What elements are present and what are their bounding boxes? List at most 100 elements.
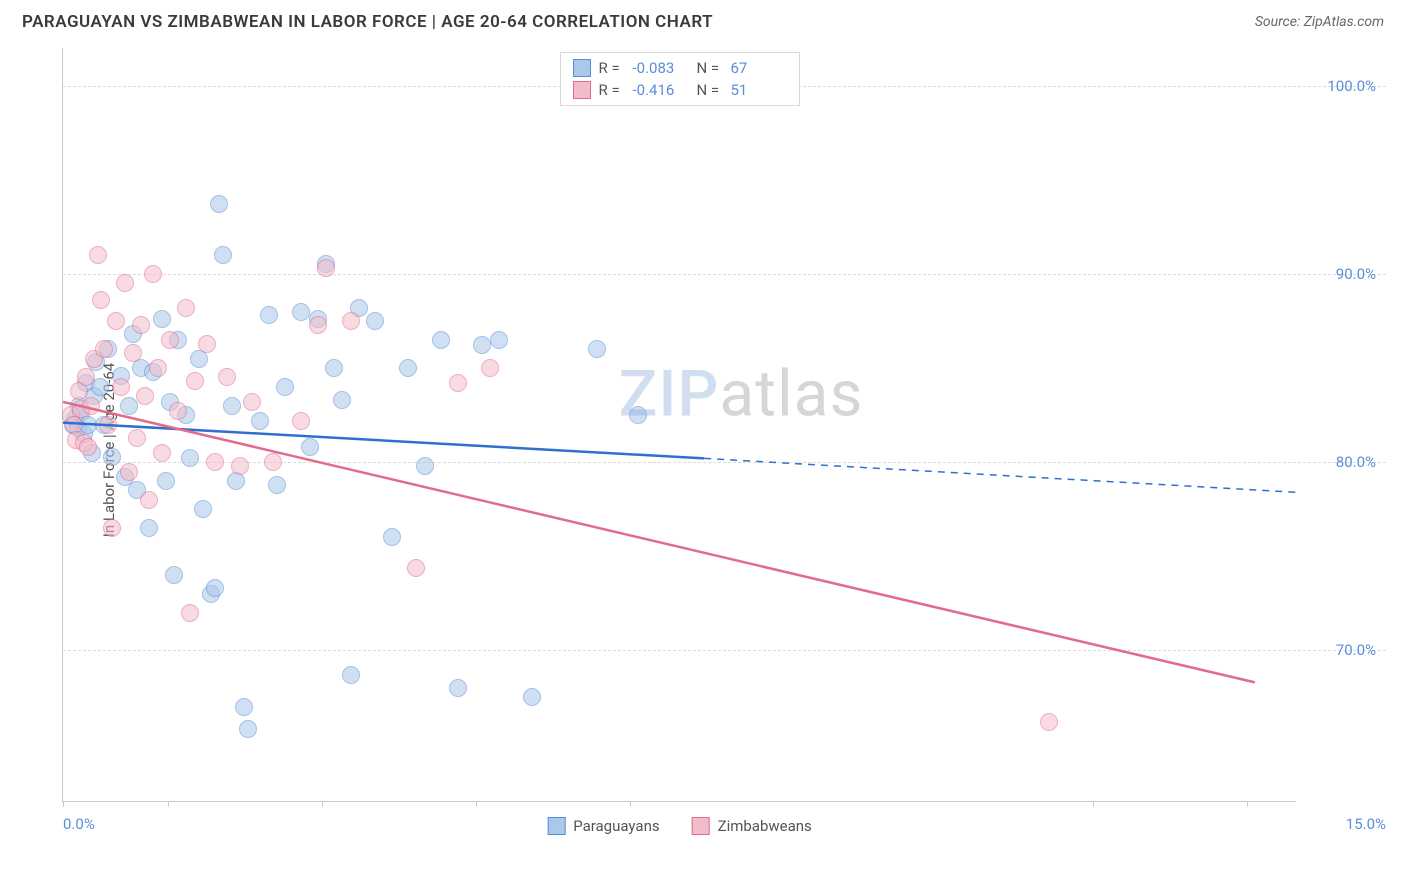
data-point-zimbabweans	[231, 457, 249, 475]
n-value-paraguayans: 67	[731, 59, 787, 77]
data-point-zimbabweans	[218, 368, 236, 386]
data-point-zimbabweans	[206, 453, 224, 471]
x-tick	[630, 801, 631, 807]
data-point-paraguayans	[301, 438, 319, 456]
data-point-zimbabweans	[264, 453, 282, 471]
data-point-zimbabweans	[153, 444, 171, 462]
data-point-zimbabweans	[116, 274, 134, 292]
data-point-zimbabweans	[89, 246, 107, 264]
data-point-paraguayans	[432, 331, 450, 349]
gridline-h	[63, 650, 1386, 651]
data-point-paraguayans	[103, 448, 121, 466]
x-tick	[476, 801, 477, 807]
data-point-zimbabweans	[481, 359, 499, 377]
data-point-paraguayans	[194, 500, 212, 518]
watermark: ZIPatlas	[619, 357, 864, 432]
x-tick	[1093, 801, 1094, 807]
legend-row-paraguayans: R = -0.083 N = 67	[561, 57, 799, 79]
gridline-h	[63, 274, 1386, 275]
x-axis-min-label: 0.0%	[63, 815, 95, 833]
data-point-paraguayans	[260, 306, 278, 324]
data-point-zimbabweans	[77, 368, 95, 386]
data-point-paraguayans	[276, 378, 294, 396]
data-point-paraguayans	[399, 359, 417, 377]
swatch-zimbabweans-bottom	[692, 817, 710, 835]
swatch-paraguayans-bottom	[547, 817, 565, 835]
legend-label-paraguayans: Paraguayans	[573, 817, 659, 835]
data-point-paraguayans	[416, 457, 434, 475]
data-point-zimbabweans	[449, 374, 467, 392]
data-point-zimbabweans	[124, 344, 142, 362]
data-point-paraguayans	[214, 246, 232, 264]
y-tick-label: 100.0%	[1327, 77, 1376, 95]
data-point-zimbabweans	[99, 416, 117, 434]
data-point-paraguayans	[120, 397, 138, 415]
data-point-zimbabweans	[140, 491, 158, 509]
swatch-paraguayans	[573, 59, 591, 77]
data-point-paraguayans	[383, 528, 401, 546]
legend-label-zimbabweans: Zimbabweans	[718, 817, 812, 835]
n-label: N =	[697, 59, 723, 77]
data-point-paraguayans	[153, 310, 171, 328]
data-point-paraguayans	[325, 359, 343, 377]
data-point-paraguayans	[292, 303, 310, 321]
x-tick	[322, 801, 323, 807]
r-value-zimbabweans: -0.416	[633, 81, 689, 99]
data-point-zimbabweans	[82, 397, 100, 415]
data-point-zimbabweans	[128, 429, 146, 447]
data-point-zimbabweans	[95, 340, 113, 358]
data-point-zimbabweans	[317, 259, 335, 277]
data-point-zimbabweans	[198, 335, 216, 353]
data-point-zimbabweans	[144, 265, 162, 283]
source-attribution: Source: ZipAtlas.com	[1255, 14, 1384, 30]
r-label: R =	[599, 59, 625, 77]
series-legend: Paraguayans Zimbabweans	[547, 817, 812, 835]
data-point-paraguayans	[206, 579, 224, 597]
x-tick	[63, 801, 64, 807]
data-point-paraguayans	[366, 312, 384, 330]
data-point-zimbabweans	[181, 604, 199, 622]
data-point-paraguayans	[333, 391, 351, 409]
data-point-paraguayans	[235, 698, 253, 716]
x-tick	[1247, 801, 1248, 807]
data-point-zimbabweans	[292, 412, 310, 430]
data-point-paraguayans	[588, 340, 606, 358]
data-point-zimbabweans	[107, 312, 125, 330]
data-point-zimbabweans	[132, 316, 150, 334]
y-tick-label: 90.0%	[1336, 265, 1376, 283]
data-point-paraguayans	[251, 412, 269, 430]
data-point-paraguayans	[140, 519, 158, 537]
data-point-zimbabweans	[112, 378, 130, 396]
chart-title: PARAGUAYAN VS ZIMBABWEAN IN LABOR FORCE …	[22, 12, 713, 32]
data-point-paraguayans	[227, 472, 245, 490]
data-point-zimbabweans	[103, 519, 121, 537]
n-label: N =	[697, 81, 723, 99]
data-point-paraguayans	[523, 688, 541, 706]
data-point-paraguayans	[473, 336, 491, 354]
r-label: R =	[599, 81, 625, 99]
data-point-zimbabweans	[186, 372, 204, 390]
data-point-zimbabweans	[149, 359, 167, 377]
data-point-zimbabweans	[92, 291, 110, 309]
data-point-zimbabweans	[79, 438, 97, 456]
data-point-zimbabweans	[342, 312, 360, 330]
correlation-legend: R = -0.083 N = 67 R = -0.416 N = 51	[560, 52, 800, 106]
legend-row-zimbabweans: R = -0.416 N = 51	[561, 79, 799, 101]
data-point-zimbabweans	[407, 559, 425, 577]
trendline-zimbabweans	[63, 402, 1255, 682]
swatch-zimbabweans	[573, 81, 591, 99]
data-point-paraguayans	[342, 666, 360, 684]
x-axis-max-label: 15.0%	[1346, 815, 1386, 833]
gridline-h	[63, 462, 1386, 463]
x-tick	[168, 801, 169, 807]
r-value-paraguayans: -0.083	[633, 59, 689, 77]
data-point-zimbabweans	[243, 393, 261, 411]
trendline-extrapolated-paraguayans	[704, 458, 1296, 492]
data-point-zimbabweans	[309, 316, 327, 334]
n-value-zimbabweans: 51	[731, 81, 787, 99]
plot-area: ZIPatlas R = -0.083 N = 67 R = -0.416 N …	[62, 48, 1296, 802]
data-point-zimbabweans	[169, 402, 187, 420]
chart-container: In Labor Force | Age 20-64 ZIPatlas R = …	[50, 48, 1386, 852]
data-point-paraguayans	[157, 472, 175, 490]
legend-item-paraguayans: Paraguayans	[547, 817, 659, 835]
